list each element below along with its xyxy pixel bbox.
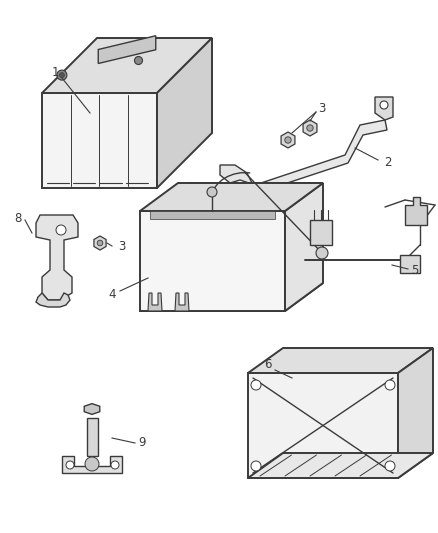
Circle shape	[207, 187, 216, 197]
Circle shape	[59, 72, 64, 78]
Polygon shape	[87, 418, 98, 456]
Polygon shape	[148, 293, 162, 311]
Polygon shape	[374, 97, 392, 120]
Polygon shape	[175, 293, 189, 311]
Circle shape	[251, 380, 261, 390]
Text: 2: 2	[383, 157, 391, 169]
Polygon shape	[150, 183, 312, 211]
Circle shape	[315, 247, 327, 259]
Polygon shape	[62, 456, 122, 473]
Circle shape	[384, 461, 394, 471]
Polygon shape	[140, 283, 322, 311]
Polygon shape	[397, 348, 432, 478]
Polygon shape	[247, 453, 432, 478]
Polygon shape	[280, 132, 294, 148]
Polygon shape	[36, 215, 78, 300]
Circle shape	[284, 137, 290, 143]
Circle shape	[85, 457, 99, 471]
Polygon shape	[404, 197, 426, 225]
Circle shape	[134, 56, 142, 64]
Text: 9: 9	[138, 437, 145, 449]
Polygon shape	[98, 36, 155, 63]
Polygon shape	[254, 120, 386, 193]
Text: 5: 5	[410, 264, 418, 278]
Text: 3: 3	[318, 101, 325, 115]
Polygon shape	[36, 293, 70, 307]
Polygon shape	[247, 373, 397, 478]
Text: 4: 4	[108, 288, 116, 302]
Circle shape	[379, 101, 387, 109]
Circle shape	[111, 461, 119, 469]
Circle shape	[251, 461, 261, 471]
Polygon shape	[140, 211, 284, 311]
Polygon shape	[42, 38, 212, 93]
Polygon shape	[84, 403, 99, 414]
Polygon shape	[94, 236, 106, 250]
Polygon shape	[150, 211, 274, 219]
Polygon shape	[140, 183, 322, 211]
Polygon shape	[399, 255, 419, 273]
Circle shape	[57, 70, 67, 80]
Circle shape	[66, 461, 74, 469]
Text: 6: 6	[264, 359, 271, 372]
Circle shape	[56, 225, 66, 235]
Text: 8: 8	[14, 212, 21, 224]
Polygon shape	[157, 38, 212, 188]
Text: 3: 3	[118, 240, 125, 254]
Polygon shape	[284, 183, 322, 311]
Polygon shape	[247, 348, 432, 373]
Circle shape	[306, 125, 312, 131]
Polygon shape	[42, 93, 157, 188]
Polygon shape	[219, 165, 256, 193]
Circle shape	[384, 380, 394, 390]
Text: 1: 1	[51, 67, 59, 79]
Circle shape	[97, 240, 102, 246]
Polygon shape	[309, 220, 331, 245]
Polygon shape	[302, 120, 316, 136]
